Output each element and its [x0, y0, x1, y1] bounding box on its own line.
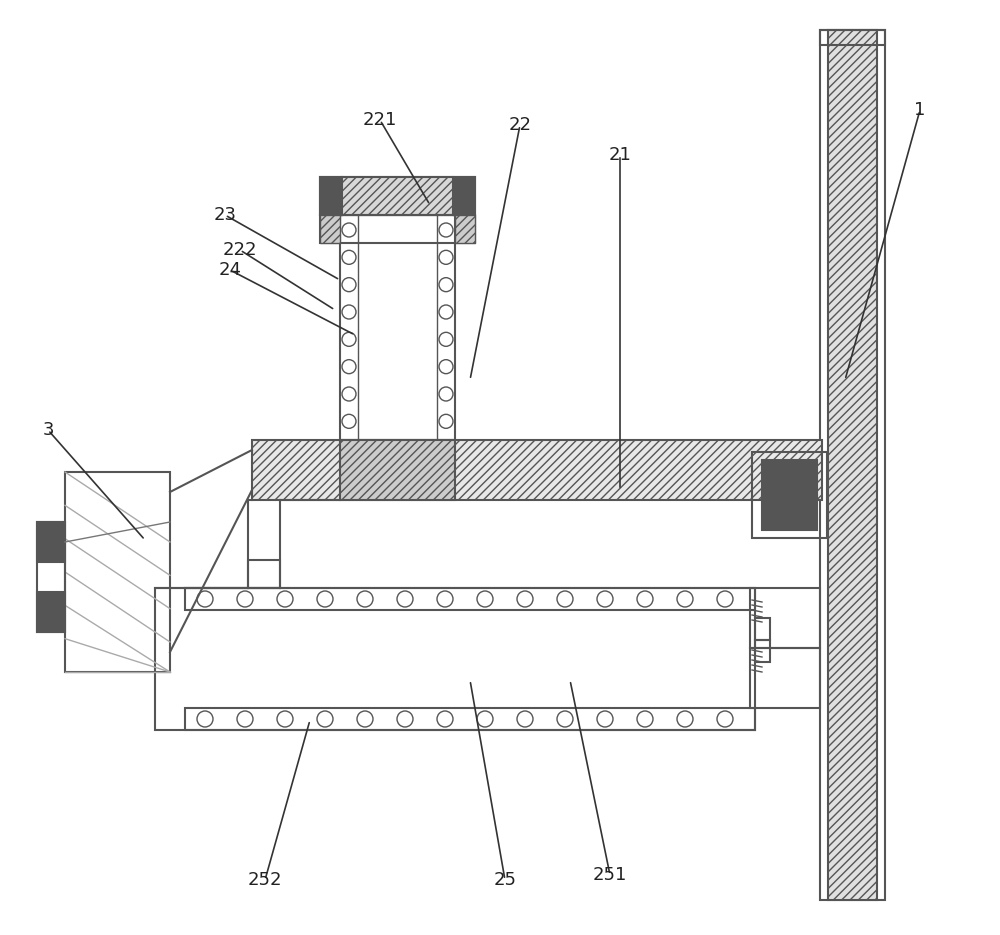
- Bar: [820, 30, 885, 45]
- Bar: [755, 618, 770, 640]
- Bar: [320, 215, 475, 243]
- Bar: [37, 522, 65, 562]
- Text: 3: 3: [42, 421, 54, 439]
- Text: 23: 23: [214, 206, 237, 224]
- Text: 24: 24: [218, 261, 242, 279]
- Bar: [342, 177, 453, 215]
- Bar: [65, 472, 170, 672]
- Text: 22: 22: [509, 116, 532, 134]
- Bar: [750, 588, 820, 648]
- Bar: [320, 177, 342, 215]
- Bar: [453, 177, 475, 215]
- Bar: [185, 588, 755, 610]
- Bar: [828, 30, 877, 900]
- Text: 221: 221: [363, 111, 397, 129]
- Text: 251: 251: [593, 866, 627, 884]
- Text: 25: 25: [494, 871, 516, 889]
- Text: 222: 222: [223, 241, 257, 259]
- Bar: [455, 215, 475, 243]
- Bar: [752, 452, 827, 538]
- Bar: [248, 560, 280, 588]
- Text: 21: 21: [609, 146, 631, 164]
- Bar: [320, 177, 475, 215]
- Bar: [340, 440, 455, 500]
- Bar: [37, 592, 65, 632]
- Bar: [750, 648, 820, 708]
- Bar: [762, 460, 817, 495]
- Bar: [320, 215, 340, 243]
- Bar: [762, 495, 817, 530]
- Bar: [252, 440, 822, 500]
- Bar: [37, 522, 65, 632]
- Bar: [185, 708, 755, 730]
- Bar: [340, 215, 455, 440]
- Text: 252: 252: [248, 871, 282, 889]
- Bar: [820, 30, 885, 900]
- Bar: [155, 588, 755, 730]
- Text: 1: 1: [914, 101, 926, 119]
- Bar: [755, 640, 770, 662]
